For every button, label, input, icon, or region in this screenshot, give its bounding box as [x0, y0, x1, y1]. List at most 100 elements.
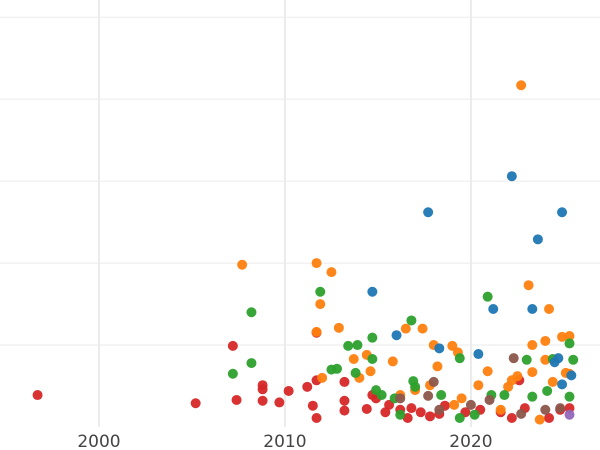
- gridlines: [0, 0, 600, 427]
- data-point: [237, 259, 248, 270]
- data-point: [246, 307, 257, 318]
- data-point: [434, 343, 445, 354]
- data-point: [469, 409, 480, 420]
- data-point: [376, 390, 387, 401]
- data-point: [465, 399, 476, 410]
- data-point: [384, 399, 395, 410]
- x-tick-label: 2000: [77, 432, 120, 450]
- data-point: [307, 400, 318, 411]
- data-point: [557, 207, 568, 218]
- data-point: [499, 390, 510, 401]
- data-point: [339, 376, 350, 387]
- data-point: [527, 391, 538, 402]
- data-point: [564, 338, 575, 349]
- data-point: [564, 331, 575, 342]
- data-point: [227, 368, 238, 379]
- data-point: [315, 286, 326, 297]
- data-point: [387, 356, 398, 367]
- data-point: [326, 267, 337, 278]
- data-point: [343, 340, 354, 351]
- data-point: [257, 384, 268, 395]
- data-point: [406, 403, 417, 414]
- data-point: [361, 403, 372, 414]
- data-point: [348, 353, 359, 364]
- data-point: [566, 370, 577, 381]
- data-point: [527, 367, 538, 378]
- data-point: [544, 412, 555, 423]
- data-point: [352, 340, 363, 351]
- data-point: [395, 393, 406, 404]
- x-tick-label: 2020: [449, 432, 492, 450]
- data-point: [555, 403, 566, 414]
- data-point: [454, 412, 465, 423]
- x-tick-label: 2010: [263, 432, 306, 450]
- data-point: [434, 404, 445, 415]
- data-point: [395, 409, 406, 420]
- data-point: [564, 391, 575, 402]
- data-point: [333, 322, 344, 333]
- data-point: [495, 404, 506, 415]
- data-point: [506, 171, 517, 182]
- x-axis-ticks: 2000 2010 2020: [77, 432, 492, 450]
- data-point: [549, 357, 560, 368]
- data-point: [380, 407, 391, 418]
- data-point: [190, 398, 201, 409]
- data-point: [32, 390, 43, 401]
- data-point: [317, 372, 328, 383]
- data-point: [311, 326, 322, 337]
- data-point: [423, 390, 434, 401]
- data-point: [367, 286, 378, 297]
- scatter-points: [32, 80, 579, 425]
- data-point: [473, 349, 484, 360]
- data-point: [400, 323, 411, 334]
- data-point: [423, 207, 434, 218]
- data-point: [516, 408, 527, 419]
- data-point: [484, 394, 495, 405]
- data-point: [482, 291, 493, 302]
- data-point: [521, 354, 532, 365]
- data-point: [488, 303, 499, 314]
- data-point: [339, 395, 350, 406]
- data-point: [410, 381, 421, 392]
- data-point: [402, 412, 413, 423]
- data-point: [367, 332, 378, 343]
- data-point: [512, 371, 523, 382]
- data-point: [506, 412, 517, 423]
- data-point: [432, 361, 443, 372]
- data-point: [283, 385, 294, 396]
- data-point: [315, 299, 326, 310]
- data-point: [428, 376, 439, 387]
- data-point: [406, 315, 417, 326]
- data-point: [417, 323, 428, 334]
- data-point: [332, 363, 343, 374]
- data-point: [527, 303, 538, 314]
- data-point: [449, 399, 460, 410]
- data-point: [568, 354, 579, 365]
- data-point: [482, 366, 493, 377]
- data-point: [274, 397, 285, 408]
- data-point: [532, 234, 543, 245]
- data-point: [425, 411, 436, 422]
- data-point: [302, 381, 313, 392]
- data-point: [508, 353, 519, 364]
- data-point: [540, 335, 551, 346]
- data-point: [540, 404, 551, 415]
- data-point: [231, 394, 242, 405]
- data-point: [436, 390, 447, 401]
- data-point: [547, 376, 558, 387]
- data-point: [557, 379, 568, 390]
- data-point: [544, 303, 555, 314]
- data-point: [473, 380, 484, 391]
- data-point: [516, 80, 527, 91]
- data-point: [454, 353, 465, 364]
- data-point: [365, 366, 376, 377]
- data-point: [391, 330, 402, 341]
- data-point: [339, 405, 350, 416]
- data-point: [540, 354, 551, 365]
- data-point: [564, 409, 575, 420]
- data-point: [456, 393, 467, 404]
- data-point: [534, 414, 545, 425]
- data-point: [311, 412, 322, 423]
- data-point: [246, 358, 257, 369]
